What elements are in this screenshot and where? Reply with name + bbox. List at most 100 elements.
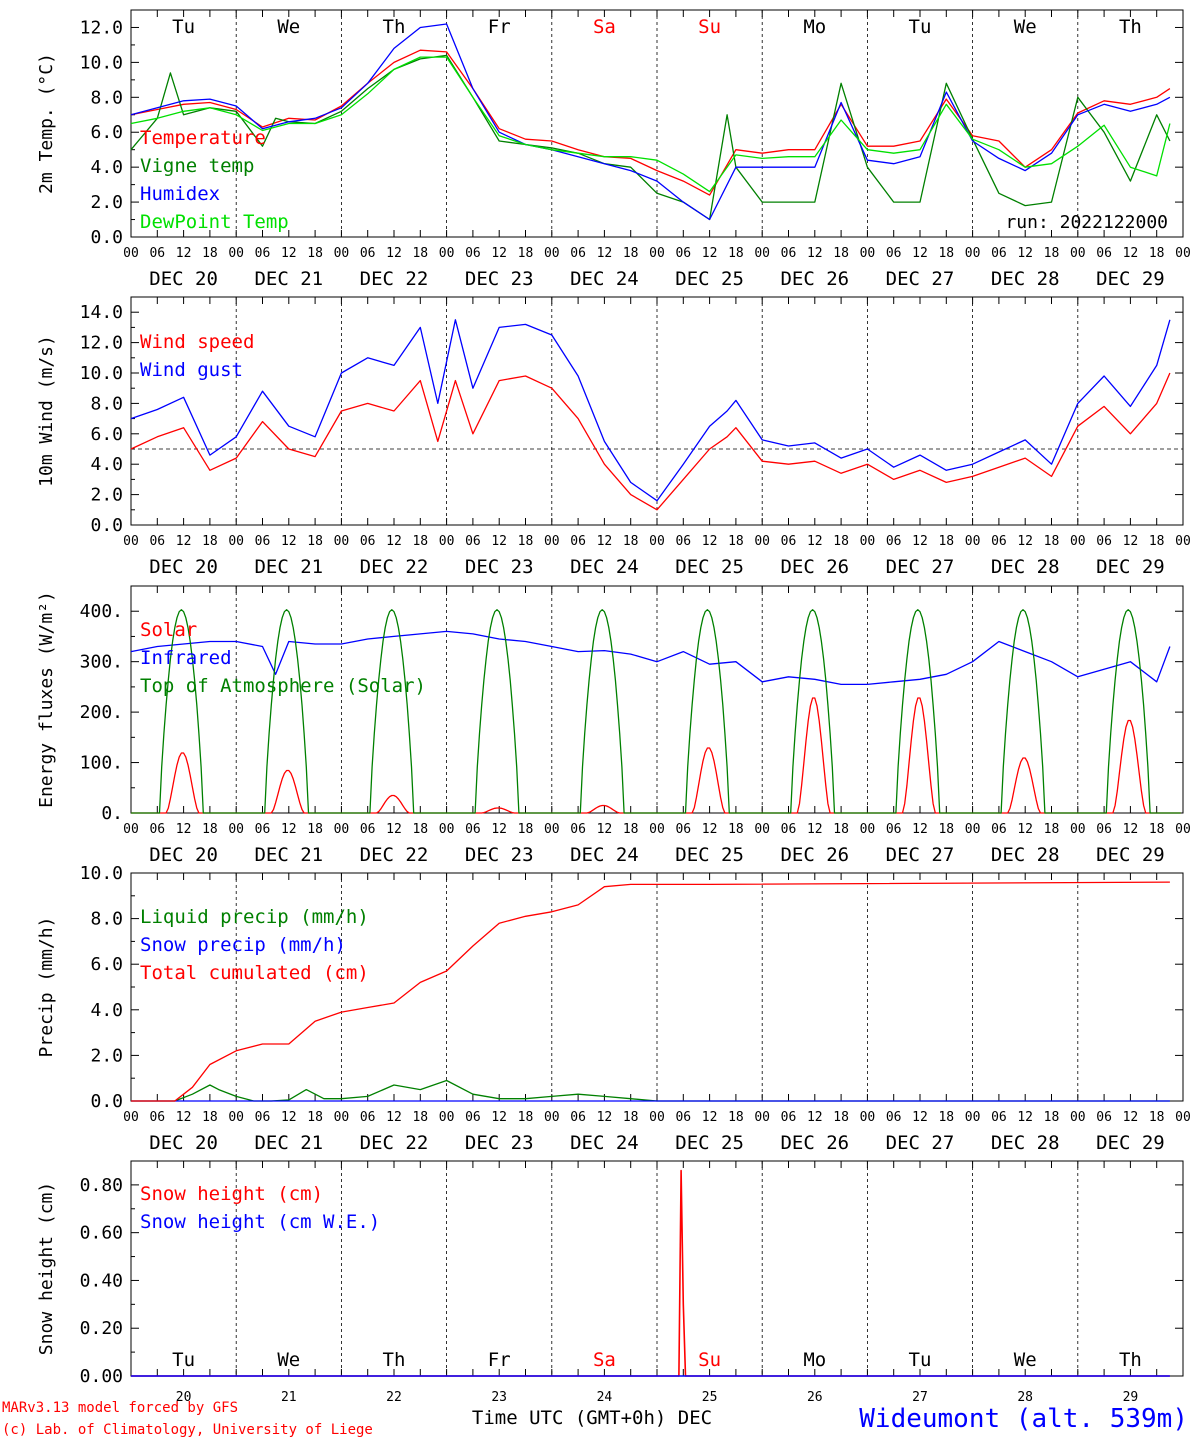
x-hour-label: 12 xyxy=(281,246,297,261)
legend-entry: Total cumulated (cm) xyxy=(140,962,369,984)
x-hour-label: 00 xyxy=(860,822,876,837)
x-hour-label: 12 xyxy=(491,534,507,549)
x-hour-label: 12 xyxy=(386,534,402,549)
y-tick-label: 8.0 xyxy=(90,393,123,414)
x-hour-label: 18 xyxy=(1149,246,1165,261)
x-hour-label: 12 xyxy=(1123,822,1139,837)
x-hour-label: 06 xyxy=(570,534,586,549)
weekday-label: Su xyxy=(698,16,721,38)
x-hour-label: 12 xyxy=(807,246,823,261)
x-date-label: DEC 29 xyxy=(1096,556,1165,578)
x-hour-label: 06 xyxy=(886,246,902,261)
x-date-label: DEC 27 xyxy=(886,556,955,578)
x-hour-label: 12 xyxy=(386,246,402,261)
x-hour-label: 12 xyxy=(176,246,192,261)
x-hour-label: 12 xyxy=(807,822,823,837)
weekday-label: Th xyxy=(383,1349,406,1371)
x-hour-label: 12 xyxy=(1017,246,1033,261)
x-hour-label: 06 xyxy=(465,1110,481,1125)
x-hour-label: 00 xyxy=(1070,246,1086,261)
x-day-number: 22 xyxy=(386,1390,402,1405)
x-date-label: DEC 26 xyxy=(780,1132,849,1154)
y-tick-label: 0.20 xyxy=(80,1318,123,1339)
x-hour-label: 18 xyxy=(412,1110,428,1125)
x-date-label: DEC 27 xyxy=(886,268,955,290)
y-tick-label: 4.0 xyxy=(90,157,123,178)
weekday-label: We xyxy=(1014,16,1037,38)
series-line-liquid-precip-mm-h xyxy=(131,1079,1170,1102)
x-hour-label: 00 xyxy=(1175,246,1191,261)
x-hour-label: 12 xyxy=(912,1110,928,1125)
x-date-label: DEC 26 xyxy=(780,268,849,290)
x-date-label: DEC 23 xyxy=(465,1132,534,1154)
x-hour-label: 18 xyxy=(833,534,849,549)
x-hour-label: 00 xyxy=(123,1110,139,1125)
x-hour-label: 06 xyxy=(675,534,691,549)
x-hour-label: 00 xyxy=(754,534,770,549)
x-hour-label: 18 xyxy=(728,1110,744,1125)
legend-entry: Humidex xyxy=(140,183,220,205)
y-tick-label: 300. xyxy=(80,652,123,673)
panel-4: Precip (mm/h) xyxy=(36,872,1184,1102)
weekday-label: Su xyxy=(698,1349,721,1371)
legend-entry: DewPoint Temp xyxy=(140,211,289,233)
weekday-label: Mo xyxy=(803,1349,826,1371)
x-hour-label: 12 xyxy=(491,246,507,261)
x-date-label: DEC 24 xyxy=(570,556,639,578)
y-tick-label: 8.0 xyxy=(90,87,123,108)
x-hour-label: 00 xyxy=(544,534,560,549)
x-hour-label: 18 xyxy=(623,246,639,261)
x-hour-label: 00 xyxy=(1070,1110,1086,1125)
series-line-vigne-temp xyxy=(130,54,1171,221)
legend-entry: Temperature xyxy=(140,127,266,149)
x-hour-label: 00 xyxy=(544,1110,560,1125)
y-tick-label: 12.0 xyxy=(80,333,123,354)
x-hour-label: 18 xyxy=(202,1110,218,1125)
y-tick-label: 200. xyxy=(80,702,123,723)
series-line-humidex xyxy=(130,23,1171,221)
x-hour-label: 18 xyxy=(1149,534,1165,549)
x-date-label: DEC 25 xyxy=(675,844,744,866)
x-hour-label: 00 xyxy=(228,1110,244,1125)
x-date-label: DEC 23 xyxy=(465,268,534,290)
x-hour-label: 00 xyxy=(754,246,770,261)
weekday-label: We xyxy=(1014,1349,1037,1371)
x-date-label: DEC 23 xyxy=(465,844,534,866)
x-day-number: 24 xyxy=(597,1390,613,1405)
y-tick-label: 0.80 xyxy=(80,1175,123,1196)
y-tick-label: 6.0 xyxy=(90,424,123,445)
legend-entry: Snow precip (mm/h) xyxy=(140,934,346,956)
x-hour-label: 18 xyxy=(938,822,954,837)
x-date-label: DEC 29 xyxy=(1096,268,1165,290)
x-hour-label: 00 xyxy=(860,1110,876,1125)
x-date-label: DEC 24 xyxy=(570,268,639,290)
x-date-label: DEC 29 xyxy=(1096,1132,1165,1154)
x-hour-label: 06 xyxy=(886,534,902,549)
x-hour-label: 18 xyxy=(518,246,534,261)
x-hour-label: 18 xyxy=(833,1110,849,1125)
x-hour-label: 18 xyxy=(1149,1110,1165,1125)
x-hour-label: 12 xyxy=(281,534,297,549)
x-hour-label: 00 xyxy=(228,534,244,549)
x-date-label: DEC 22 xyxy=(360,268,429,290)
x-hour-label: 12 xyxy=(807,1110,823,1125)
x-hour-label: 12 xyxy=(597,246,613,261)
x-date-label: DEC 22 xyxy=(360,1132,429,1154)
x-hour-label: 06 xyxy=(360,1110,376,1125)
x-hour-label: 12 xyxy=(1017,534,1033,549)
x-date-label: DEC 27 xyxy=(886,1132,955,1154)
legend-entry: Wind speed xyxy=(140,331,254,353)
x-hour-label: 18 xyxy=(307,246,323,261)
x-date-label: DEC 21 xyxy=(254,556,323,578)
x-hour-label: 18 xyxy=(412,822,428,837)
x-hour-label: 12 xyxy=(702,822,718,837)
x-hour-label: 06 xyxy=(675,246,691,261)
x-hour-label: 12 xyxy=(281,1110,297,1125)
x-date-label: DEC 23 xyxy=(465,556,534,578)
x-hour-label: 18 xyxy=(623,822,639,837)
x-hour-label: 12 xyxy=(597,822,613,837)
x-hour-label: 06 xyxy=(149,822,165,837)
legend-entry: Liquid precip (mm/h) xyxy=(140,906,369,928)
y-tick-label: 4.0 xyxy=(90,1000,123,1021)
x-hour-label: 06 xyxy=(255,534,271,549)
